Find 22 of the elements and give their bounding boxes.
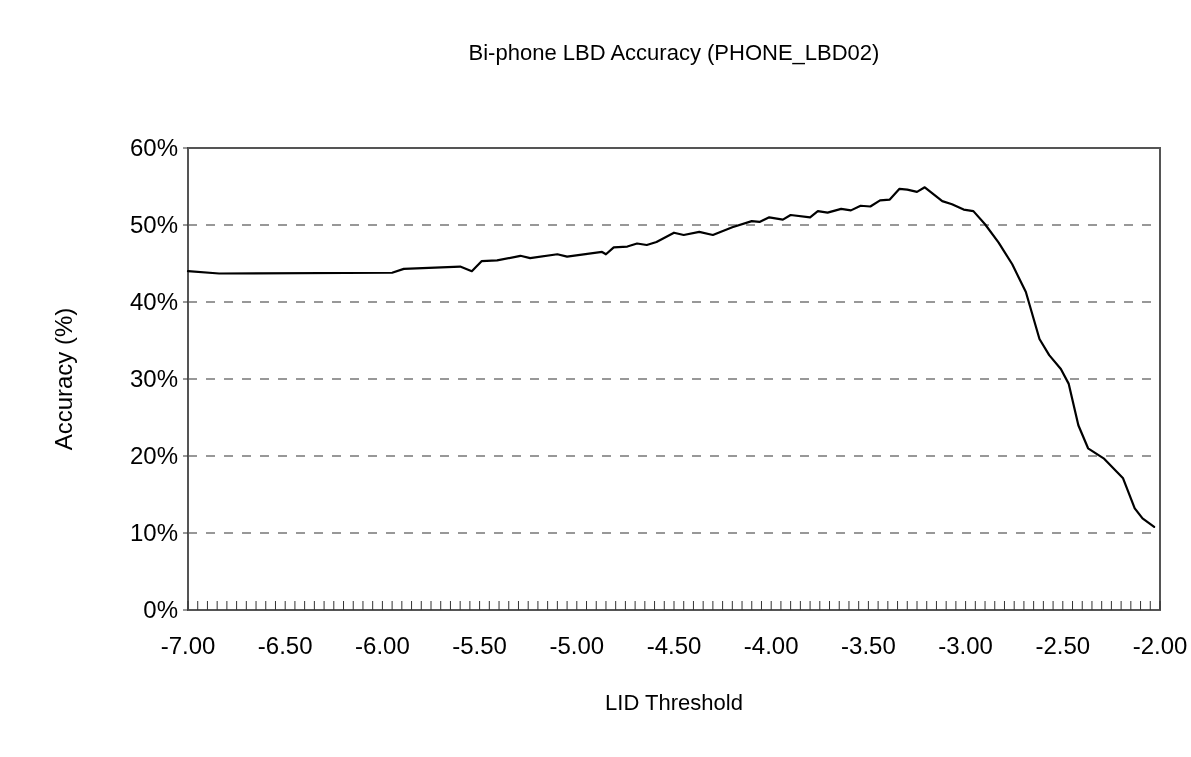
x-tick-label: -5.50 bbox=[452, 632, 507, 659]
y-tick-label: 40% bbox=[129, 288, 178, 316]
y-axis-title: Accuracy (%) bbox=[50, 307, 77, 451]
y-tick-label: 30% bbox=[129, 365, 178, 393]
x-tick-label: -2.00 bbox=[1132, 632, 1188, 659]
y-tick-label: 50% bbox=[129, 211, 178, 239]
x-tick-label: -7.00 bbox=[160, 632, 216, 659]
x-axis-title: LID Threshold bbox=[605, 690, 743, 715]
x-tick-label: -4.50 bbox=[646, 632, 702, 659]
x-tick-label: -4.00 bbox=[743, 632, 799, 659]
y-tick-label: 60% bbox=[129, 134, 178, 162]
chart-title: Bi-phone LBD Accuracy (PHONE_LBD02) bbox=[468, 40, 880, 65]
x-tick-label: -6.00 bbox=[355, 632, 410, 659]
x-tick-label: -3.00 bbox=[938, 632, 993, 659]
x-tick-label: -2.50 bbox=[1035, 632, 1091, 659]
y-tick-label: 10% bbox=[129, 519, 178, 547]
x-tick-label: -3.50 bbox=[841, 632, 896, 659]
x-tick-label: -5.00 bbox=[549, 632, 605, 659]
y-tick-label: 0% bbox=[143, 596, 178, 624]
y-tick-label: 20% bbox=[129, 442, 178, 470]
line-series bbox=[186, 186, 1156, 528]
x-tick-label: -6.50 bbox=[257, 632, 313, 659]
